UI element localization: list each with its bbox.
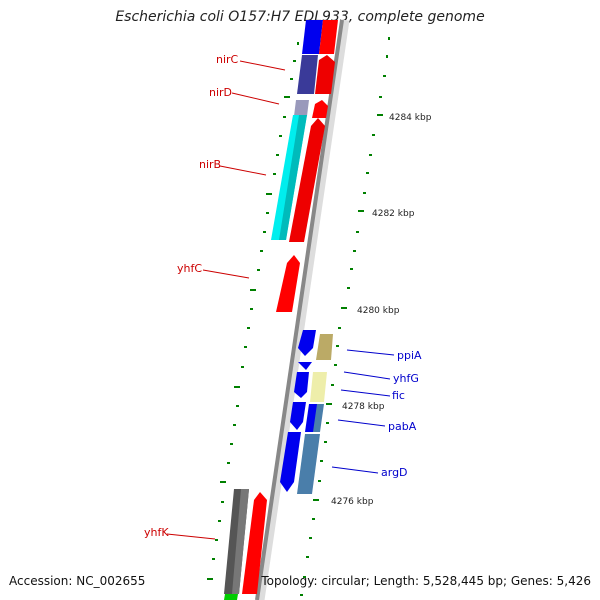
accession-text: Accession: NC_002655 — [9, 574, 146, 588]
gene-label-yhfG: yhfG — [393, 372, 419, 385]
gene-label-nirB: nirB — [199, 158, 221, 171]
gene-label-ppiA: ppiA — [397, 349, 422, 362]
kbp-label: 4284 kbp — [389, 113, 432, 123]
feature-nirD-red[interactable] — [312, 100, 328, 118]
feature-fic-blue[interactable] — [290, 402, 306, 430]
feature-red-top[interactable] — [319, 20, 338, 54]
outer-tick-track — [300, 37, 390, 596]
feature-yhfG-blue[interactable] — [294, 372, 309, 398]
left-leader-lines — [166, 60, 286, 540]
feature-nirB-cyan-shade — [279, 115, 307, 240]
feature-bottom-green[interactable] — [224, 594, 238, 600]
feature-ppiA-blue[interactable] — [298, 330, 316, 356]
kbp-label: 4278 kbp — [342, 402, 385, 412]
feature-yhfK-grey-shade — [232, 489, 249, 594]
feature-nirC-red[interactable] — [315, 55, 335, 94]
gene-label-nirC: nirC — [216, 53, 239, 66]
feature-nirB-red[interactable] — [289, 118, 325, 242]
feature-yhfG-yellow[interactable] — [310, 372, 327, 402]
feature-argD-steel[interactable] — [297, 434, 320, 494]
feature-pabA-steel[interactable] — [313, 404, 324, 432]
feature-nirD-inner[interactable] — [294, 100, 309, 116]
gene-label-yhfK: yhfK — [144, 526, 169, 539]
backbone-shadow — [255, 19, 350, 600]
kbp-label: 4280 kbp — [357, 306, 400, 316]
gene-label-pabA: pabA — [388, 420, 417, 433]
feature-yhfG-blue-small[interactable] — [298, 362, 312, 370]
inner-tick-track — [207, 42, 299, 580]
backbone-line — [255, 19, 344, 600]
feature-ppiA-tan[interactable] — [316, 334, 333, 360]
gene-label-fic: fic — [392, 389, 405, 402]
feature-argD-blue[interactable] — [280, 432, 301, 492]
feature-yhfK-red[interactable] — [242, 492, 267, 594]
topology-text: Topology: circular; Length: 5,528,445 bp… — [261, 574, 591, 588]
gene-label-nirD: nirD — [209, 86, 232, 99]
kbp-label: 4276 kbp — [331, 497, 374, 507]
kbp-label: 4282 kbp — [372, 209, 415, 219]
right-leader-lines — [331, 349, 395, 474]
feature-blue-top-inner[interactable] — [302, 20, 323, 54]
feature-yhfC-red[interactable] — [276, 255, 300, 312]
gene-label-argD: argD — [381, 466, 408, 479]
map-title: Escherichia coli O157:H7 EDL933, complet… — [115, 9, 485, 25]
gene-label-yhfC: yhfC — [177, 262, 202, 275]
feature-nirC-inner[interactable] — [297, 55, 318, 94]
